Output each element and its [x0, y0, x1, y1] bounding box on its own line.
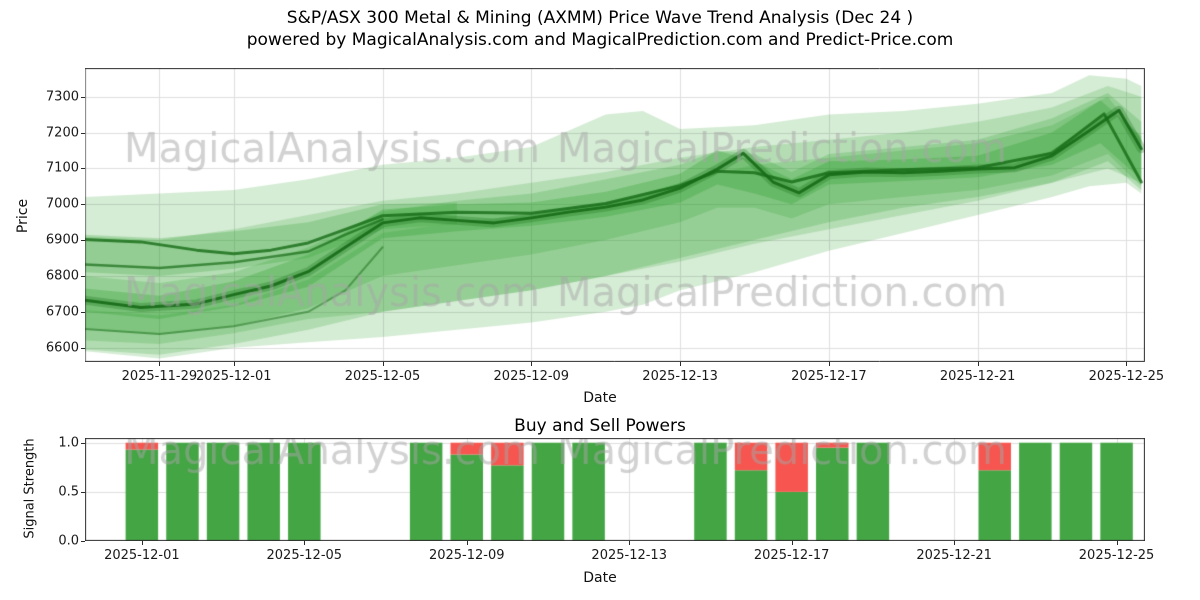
x-tick-label: 2025-12-25 [1078, 548, 1155, 563]
x-tick-mark [382, 362, 384, 366]
x-tick-mark [159, 362, 161, 366]
x-tick-label: 2025-11-29 [121, 369, 198, 384]
y-tick-label: 7000 [45, 196, 79, 212]
x-tick-label: 2025-12-01 [195, 369, 272, 384]
price-chart-canvas [85, 68, 1145, 362]
y-tick-mark [81, 240, 85, 242]
x-tick-mark [977, 362, 979, 366]
x-tick-label: 2025-12-21 [939, 369, 1016, 384]
y-tick-label: 0.5 [58, 484, 79, 500]
figure-title: S&P/ASX 300 Metal & Mining (AXMM) Price … [286, 8, 914, 28]
x-tick-mark [629, 541, 631, 545]
signal-chart-canvas [85, 438, 1145, 541]
x-tick-label: 2025-12-17 [753, 548, 830, 563]
y-tick-label: 7200 [45, 125, 79, 141]
y-tick-label: 6800 [45, 268, 79, 284]
y-tick-mark [81, 96, 85, 98]
x-tick-label: 2025-12-09 [428, 548, 505, 563]
y-tick-mark [81, 275, 85, 277]
x-tick-label: 2025-12-17 [791, 369, 867, 384]
x-tick-label: 2025-12-01 [104, 548, 180, 563]
x-tick-mark [680, 362, 682, 366]
x-tick-mark [1126, 362, 1128, 366]
y-tick-label: 6700 [45, 304, 79, 320]
y-tick-label: 1.0 [58, 435, 79, 451]
x-tick-mark [141, 541, 143, 545]
y-tick-label: 7300 [45, 89, 79, 105]
y-tick-mark [81, 132, 85, 134]
price-y-axis-label: Price [15, 198, 32, 234]
figure-subtitle: powered by MagicalAnalysis.com and Magic… [246, 30, 954, 50]
y-tick-label: 6600 [45, 340, 79, 356]
price-x-axis-label: Date [583, 390, 617, 406]
x-tick-label: 2025-12-13 [642, 369, 718, 384]
x-tick-label: 2025-12-05 [266, 548, 343, 563]
y-tick-mark [81, 442, 85, 444]
x-tick-label: 2025-12-21 [916, 548, 992, 563]
x-tick-label: 2025-12-13 [591, 548, 667, 563]
x-tick-mark [828, 362, 830, 366]
y-tick-label: 7100 [45, 160, 79, 176]
y-tick-label: 0.0 [58, 533, 79, 549]
x-tick-mark [531, 362, 533, 366]
x-tick-mark [233, 362, 235, 366]
x-tick-mark [466, 541, 468, 545]
y-tick-mark [81, 311, 85, 313]
x-tick-label: 2025-12-09 [493, 369, 570, 384]
x-tick-mark [1116, 541, 1118, 545]
y-tick-label: 6900 [45, 232, 79, 248]
y-tick-mark [81, 491, 85, 493]
x-tick-label: 2025-12-05 [344, 369, 421, 384]
signal-x-axis-label: Date [583, 570, 617, 586]
y-tick-mark [81, 347, 85, 349]
signal-chart-title: Buy and Sell Powers [514, 416, 686, 436]
y-tick-mark [81, 541, 85, 542]
y-tick-mark [81, 168, 85, 170]
y-tick-mark [81, 204, 85, 206]
x-tick-label: 2025-12-25 [1088, 369, 1165, 384]
x-tick-mark [954, 541, 956, 545]
x-tick-mark [304, 541, 306, 545]
x-tick-mark [791, 541, 793, 545]
